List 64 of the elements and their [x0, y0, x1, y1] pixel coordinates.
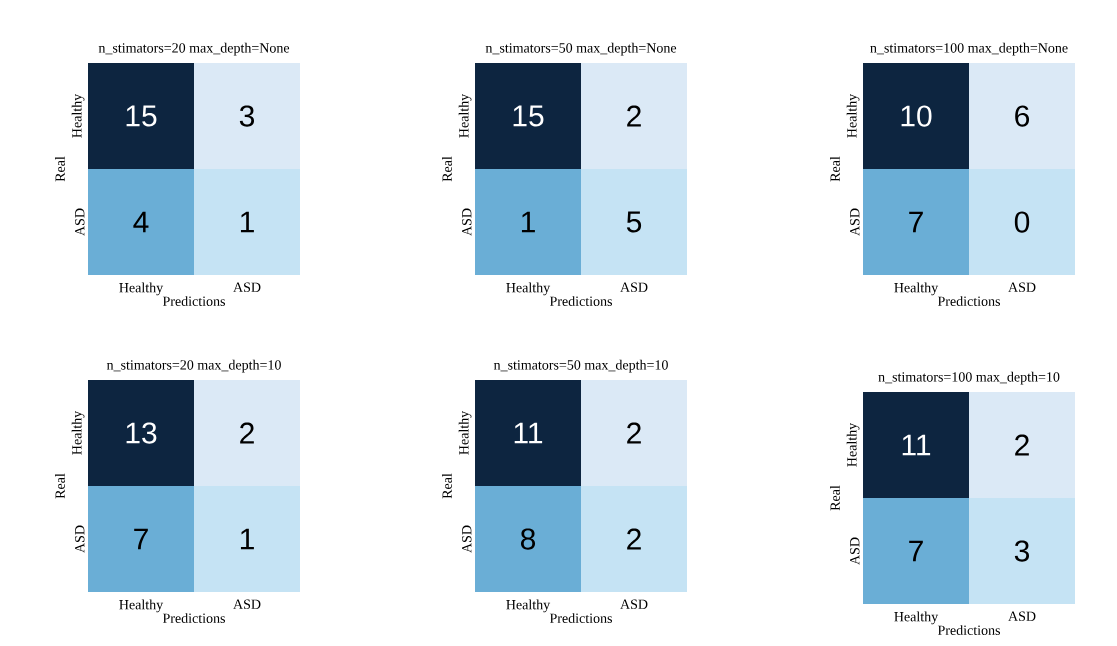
- x-tick-label: Healthy: [119, 282, 164, 296]
- y-axis-title: Real: [442, 473, 452, 499]
- chart-title: n_stimators=50 max_depth=10: [493, 359, 668, 373]
- y-tick-label: Healthy: [458, 93, 472, 138]
- data-label: 8: [520, 528, 536, 550]
- data-label: 1: [240, 211, 254, 233]
- data-label: 6: [1015, 105, 1030, 127]
- y-tick-label: Healthy: [846, 93, 860, 138]
- x-axis-title: Predictions: [162, 613, 225, 623]
- chart-title: n_stimators=20 max_depth=10: [106, 359, 281, 373]
- y-tick-label: ASD: [462, 208, 472, 236]
- data-label: 2: [240, 422, 254, 444]
- x-tick-label: ASD: [620, 282, 648, 292]
- x-tick-label: Healthy: [506, 599, 551, 613]
- y-axis-title: Real: [55, 156, 65, 182]
- data-label: 15: [513, 105, 544, 127]
- data-label: 2: [627, 422, 641, 444]
- x-axis-title: Predictions: [549, 613, 612, 623]
- x-tick-label: ASD: [1008, 282, 1036, 292]
- chart-title: n_stimators=20 max_depth=None: [98, 42, 290, 56]
- x-tick-label: ASD: [233, 599, 261, 609]
- x-tick-label: Healthy: [119, 599, 164, 613]
- data-label: 1: [521, 211, 535, 233]
- y-axis-title: Real: [830, 485, 840, 511]
- y-axis-title: Real: [830, 156, 840, 182]
- data-label: 2: [627, 528, 641, 550]
- data-label: 10: [901, 105, 932, 127]
- data-label: 11: [902, 434, 931, 456]
- y-tick-label: ASD: [850, 208, 860, 236]
- data-label: 3: [239, 105, 255, 127]
- x-tick-label: ASD: [620, 599, 648, 609]
- y-tick-label: Healthy: [458, 410, 472, 455]
- data-label: 7: [909, 540, 923, 562]
- chart-title: n_stimators=100 max_depth=None: [870, 42, 1068, 56]
- data-label: 5: [626, 211, 642, 233]
- data-label: 2: [1015, 434, 1029, 456]
- y-tick-label: ASD: [850, 537, 860, 565]
- data-label: 4: [133, 211, 149, 233]
- x-axis-title: Predictions: [937, 625, 1001, 635]
- x-tick-label: Healthy: [506, 282, 551, 296]
- data-label: 0: [1014, 211, 1030, 233]
- data-label: 7: [909, 211, 923, 233]
- data-label: 1: [240, 528, 254, 550]
- x-axis-title: Predictions: [549, 296, 612, 306]
- y-tick-label: ASD: [75, 208, 85, 236]
- y-axis-title: Real: [442, 156, 452, 182]
- data-label: 13: [126, 422, 157, 444]
- data-label: 7: [134, 528, 148, 550]
- y-tick-label: Healthy: [71, 93, 85, 138]
- y-tick-label: ASD: [462, 525, 472, 553]
- y-axis-title: Real: [55, 473, 65, 499]
- x-axis-title: Predictions: [162, 296, 225, 306]
- x-tick-label: ASD: [233, 282, 261, 292]
- chart-title: n_stimators=100 max_depth=10: [878, 371, 1060, 385]
- data-label: 3: [1014, 540, 1030, 562]
- data-label: 11: [514, 422, 543, 444]
- x-axis-title: Predictions: [937, 296, 1001, 306]
- data-label: 2: [627, 105, 641, 127]
- x-tick-label: Healthy: [894, 282, 939, 296]
- y-tick-label: ASD: [75, 525, 85, 553]
- y-tick-label: Healthy: [71, 410, 85, 455]
- chart-title: n_stimators=50 max_depth=None: [485, 42, 677, 56]
- y-tick-label: Healthy: [846, 422, 860, 467]
- data-label: 15: [126, 105, 157, 127]
